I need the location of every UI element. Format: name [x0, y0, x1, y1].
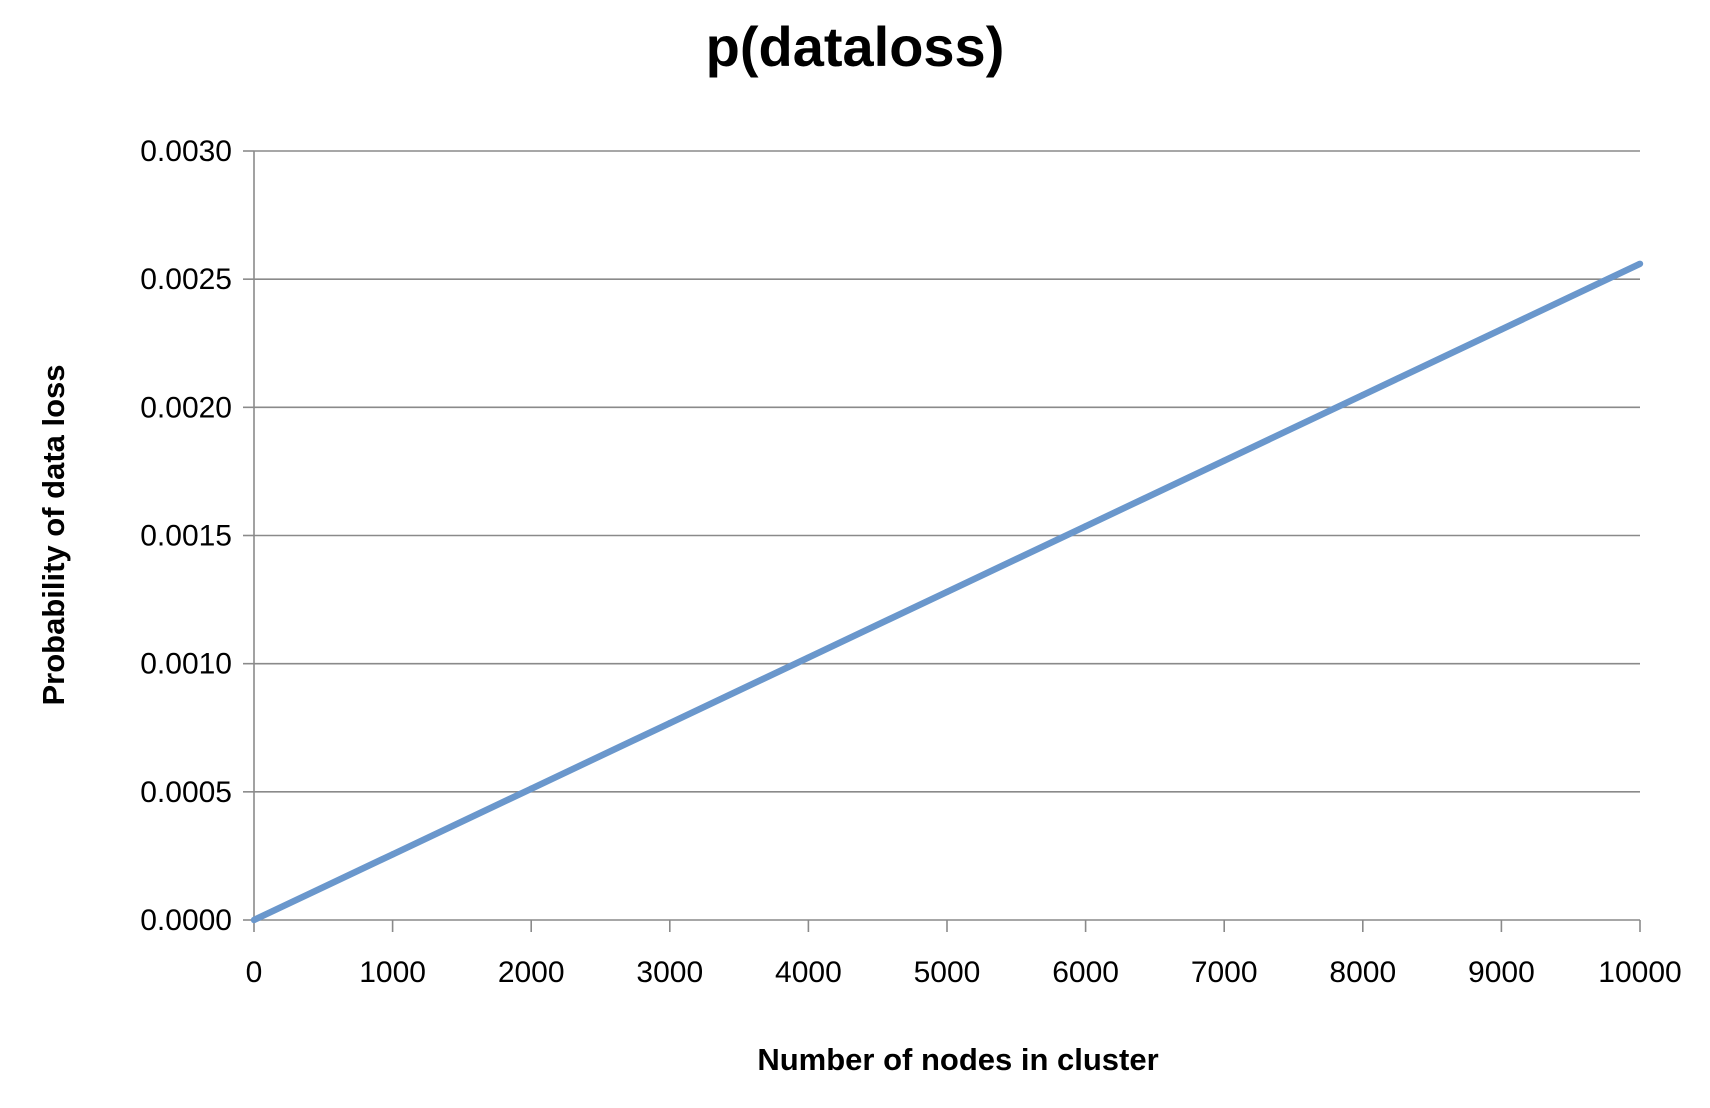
x-tick-label: 4000 [775, 956, 842, 989]
data-point [250, 916, 258, 924]
x-tick-label: 6000 [1052, 956, 1119, 989]
x-tick-label: 5000 [914, 956, 981, 989]
data-point [1498, 326, 1505, 333]
x-tick-label: 10000 [1598, 956, 1681, 989]
data-point [943, 588, 951, 596]
gridlines [254, 150, 1640, 793]
x-tick-label: 8000 [1329, 956, 1396, 989]
y-tick-label: 0.0015 [140, 520, 232, 553]
y-tick-label: 0.0005 [140, 776, 232, 809]
x-tick-label: 0 [246, 956, 263, 989]
x-tick-label: 2000 [498, 956, 565, 989]
x-tick-label: 9000 [1468, 956, 1535, 989]
x-tick-label: 7000 [1191, 956, 1258, 989]
series-layer [250, 260, 1644, 924]
y-tick-label: 0.0000 [140, 904, 232, 937]
y-tick-label: 0.0025 [140, 263, 232, 296]
data-point [1359, 391, 1367, 399]
y-tick-label: 0.0030 [140, 135, 232, 168]
x-tick-label: 3000 [636, 956, 703, 989]
tick-labels: 0.0000 0.0005 0.0010 0.0015 0.0020 0.0025 0.00… [140, 135, 1681, 989]
y-tick-label: 0.0010 [140, 648, 232, 681]
x-axis-title: Number of nodes in cluster [757, 1042, 1158, 1077]
data-point [389, 851, 396, 858]
x-tick-label: 1000 [359, 956, 426, 989]
axes [243, 150, 1641, 932]
y-axis-title: Probability of data loss [36, 364, 71, 705]
data-point [528, 785, 535, 792]
chart-title: p(dataloss) [705, 15, 1005, 78]
data-point [805, 654, 812, 661]
y-tick-label: 0.0020 [140, 391, 232, 424]
data-point [1636, 260, 1644, 267]
data-point [1082, 523, 1089, 530]
data-point [1221, 457, 1228, 464]
data-point [666, 719, 673, 727]
